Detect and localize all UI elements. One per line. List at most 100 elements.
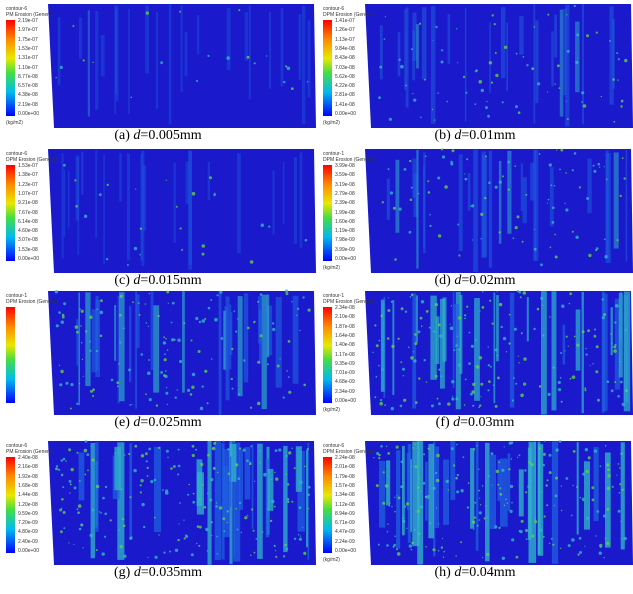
erosion-speckle bbox=[236, 528, 239, 531]
erosion-stripe bbox=[266, 294, 270, 358]
erosion-stripe bbox=[95, 150, 98, 239]
erosion-speckle bbox=[453, 349, 456, 352]
colorbar-tick-label: 9.21e-08 bbox=[18, 200, 38, 207]
erosion-speckle bbox=[466, 305, 469, 308]
erosion-speckle bbox=[77, 511, 80, 514]
erosion-speckle bbox=[274, 449, 278, 452]
erosion-speckle bbox=[449, 323, 451, 325]
erosion-speckle bbox=[92, 61, 94, 63]
erosion-speckle bbox=[496, 291, 498, 293]
colorbar-tick-label: 1.40e-08 bbox=[335, 342, 355, 349]
erosion-speckle bbox=[498, 461, 500, 464]
erosion-speckle bbox=[419, 490, 422, 493]
erosion-speckle bbox=[468, 331, 471, 334]
erosion-speckle bbox=[441, 49, 444, 52]
erosion-speckle bbox=[565, 172, 567, 174]
colorbar bbox=[323, 307, 332, 403]
erosion-speckle bbox=[571, 375, 576, 379]
erosion-speckle bbox=[374, 324, 377, 327]
erosion-speckle bbox=[597, 162, 601, 166]
erosion-speckle bbox=[486, 100, 488, 103]
erosion-speckle bbox=[557, 388, 562, 392]
erosion-stripe bbox=[115, 5, 119, 102]
erosion-speckle bbox=[209, 498, 213, 502]
colorbar-tick-label: 1.38e-07 bbox=[18, 172, 38, 179]
erosion-speckle bbox=[266, 55, 268, 57]
erosion-speckle bbox=[259, 334, 263, 338]
erosion-speckle bbox=[155, 404, 159, 407]
erosion-speckle bbox=[271, 499, 275, 504]
erosion-stripe bbox=[412, 30, 416, 81]
erosion-speckle bbox=[434, 374, 438, 378]
erosion-speckle bbox=[450, 162, 454, 166]
erosion-speckle bbox=[567, 345, 569, 347]
erosion-speckle bbox=[603, 238, 606, 241]
erosion-stripe bbox=[173, 162, 176, 243]
colorbar bbox=[323, 165, 332, 261]
contour-label: contour-6 bbox=[323, 6, 345, 12]
erosion-stripe bbox=[559, 9, 564, 117]
erosion-speckle bbox=[498, 526, 501, 529]
erosion-speckle bbox=[275, 555, 278, 558]
erosion-speckle bbox=[119, 545, 123, 549]
erosion-speckle bbox=[273, 505, 276, 508]
erosion-speckle bbox=[473, 516, 477, 519]
erosion-speckle bbox=[303, 383, 307, 387]
erosion-speckle bbox=[449, 326, 454, 331]
erosion-speckle bbox=[557, 64, 560, 68]
erosion-speckle bbox=[231, 347, 234, 351]
colorbar-tick-label: 1.68e-08 bbox=[18, 482, 38, 489]
erosion-speckle bbox=[89, 533, 93, 538]
erosion-speckle bbox=[569, 292, 573, 296]
erosion-speckle bbox=[617, 79, 619, 81]
erosion-stripe bbox=[609, 6, 614, 105]
erosion-speckle bbox=[550, 537, 553, 540]
erosion-speckle bbox=[565, 100, 567, 102]
erosion-speckle bbox=[279, 358, 281, 360]
erosion-speckle bbox=[61, 507, 63, 510]
erosion-speckle bbox=[211, 446, 216, 451]
erosion-stripe bbox=[95, 299, 100, 378]
erosion-stripe bbox=[489, 22, 491, 93]
erosion-speckle bbox=[414, 333, 417, 336]
colorbar-tick-label: 1.41e-07 bbox=[335, 18, 355, 24]
erosion-stripe bbox=[295, 446, 302, 492]
erosion-speckle bbox=[534, 520, 538, 524]
erosion-stripe bbox=[443, 459, 449, 525]
erosion-speckle bbox=[520, 519, 524, 523]
erosion-speckle bbox=[453, 464, 456, 467]
erosion-speckle bbox=[611, 485, 614, 488]
erosion-stripe bbox=[386, 178, 390, 220]
erosion-speckle bbox=[73, 486, 77, 490]
erosion-speckle bbox=[130, 96, 132, 99]
erosion-speckle bbox=[579, 551, 582, 554]
erosion-stripe bbox=[526, 297, 529, 342]
erosion-stripe bbox=[620, 442, 625, 550]
erosion-speckle bbox=[174, 548, 179, 552]
erosion-speckle bbox=[171, 301, 175, 305]
erosion-speckle bbox=[397, 337, 400, 340]
erosion-speckle bbox=[548, 471, 552, 475]
erosion-speckle bbox=[61, 315, 65, 319]
erosion-speckle bbox=[201, 252, 205, 256]
erosion-stripe bbox=[551, 441, 559, 564]
erosion-speckle bbox=[83, 448, 88, 453]
erosion-speckle bbox=[564, 350, 566, 352]
erosion-speckle bbox=[491, 322, 494, 325]
colorbar-tick-label: 1.07e-07 bbox=[18, 190, 38, 197]
colorbar-tick-label: 1.34e-08 bbox=[335, 492, 355, 499]
erosion-speckle bbox=[167, 456, 169, 459]
erosion-speckle bbox=[546, 504, 549, 507]
erosion-speckle bbox=[511, 501, 513, 504]
erosion-speckle bbox=[101, 552, 105, 556]
erosion-speckle bbox=[378, 339, 381, 342]
erosion-speckle bbox=[476, 445, 478, 447]
erosion-speckle bbox=[519, 296, 522, 299]
erosion-speckle bbox=[552, 206, 555, 209]
erosion-speckle bbox=[146, 466, 149, 470]
caption-letter: (g) bbox=[113, 565, 134, 580]
erosion-speckle bbox=[465, 91, 468, 94]
colorbar-tick-label: 2.10e-08 bbox=[335, 314, 355, 321]
erosion-speckle bbox=[619, 467, 621, 469]
erosion-speckle bbox=[409, 296, 412, 298]
